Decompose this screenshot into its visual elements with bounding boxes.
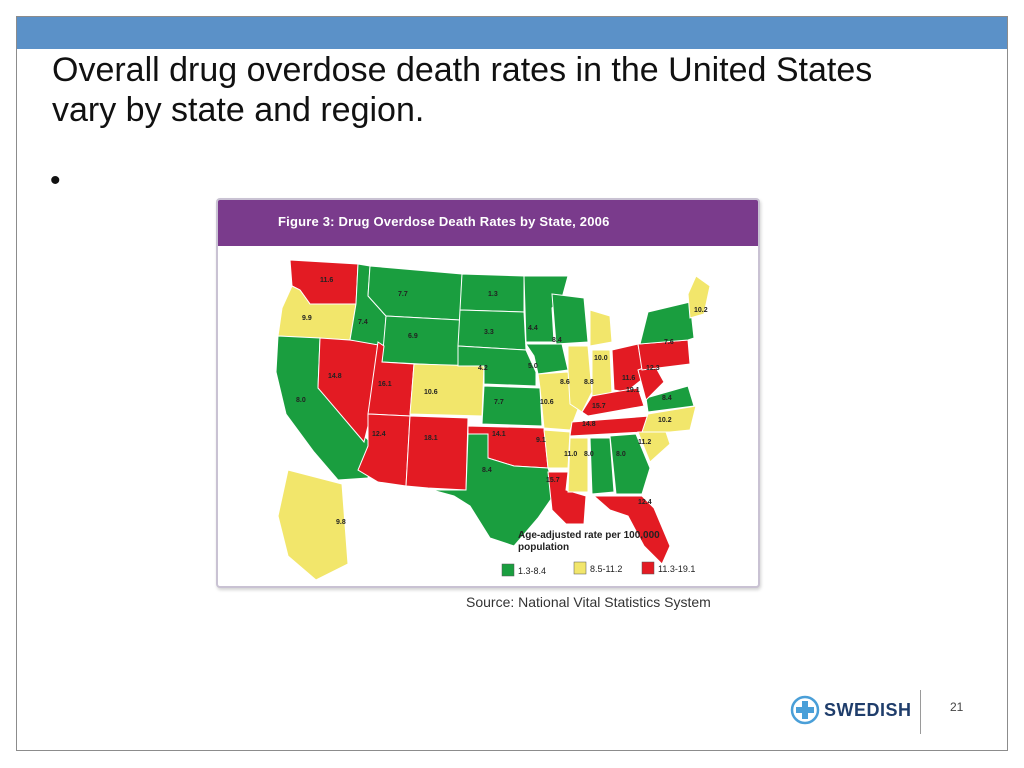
figure-title: Figure 3: Drug Overdose Death Rates by S… [278, 214, 610, 229]
state-NM [405, 415, 469, 491]
state-WY [381, 315, 461, 367]
state-label-MI: 10.0 [594, 355, 608, 362]
state-label-OK: 14.1 [492, 431, 506, 438]
state-NE [457, 345, 537, 387]
state-KS [481, 385, 543, 427]
legend-swatch-low [501, 563, 515, 577]
state-label-WY: 6.9 [408, 333, 418, 340]
figure-header: Figure 3: Drug Overdose Death Rates by S… [218, 200, 758, 246]
state-label-NY: 7.6 [664, 339, 674, 346]
footer-divider [920, 690, 921, 734]
state-label-MN: 4.4 [528, 325, 538, 332]
state-label-PA: 12.3 [646, 365, 660, 372]
figure-source: Source: National Vital Statistics System [466, 594, 711, 610]
swedish-logo: SWEDISH [790, 695, 912, 727]
state-label-SC: 11.2 [638, 439, 651, 446]
map-figure: Figure 3: Drug Overdose Death Rates by S… [216, 198, 760, 588]
state-label-GA: 8.0 [616, 451, 626, 458]
state-label-IN: 8.8 [584, 379, 594, 386]
logo-text: SWEDISH [824, 700, 912, 720]
state-label-NC: 10.2 [658, 417, 672, 424]
state-label-MO: 10.6 [540, 399, 554, 406]
state-label-FL: 12.4 [638, 499, 652, 506]
swedish-cross-icon [790, 695, 820, 725]
state-label-ME: 10.2 [694, 307, 708, 314]
state-AL [589, 437, 615, 495]
state-label-ND: 1.3 [488, 291, 498, 298]
state-label-WI: 8.4 [552, 337, 562, 344]
state-MN [523, 275, 569, 343]
state-label-IA: 5.0 [528, 363, 538, 370]
state-label-NE: 4.2 [478, 365, 488, 372]
state-TX [431, 433, 557, 547]
legend-title-line1: Age-adjusted rate per 100,000 [518, 530, 660, 541]
state-label-OH: 11.6 [622, 375, 635, 382]
state-label-SD: 3.3 [484, 329, 494, 336]
state-MS [567, 437, 589, 493]
state-AR [543, 429, 571, 469]
state-FL [592, 495, 671, 565]
state-NC [641, 405, 697, 433]
state-label-AL: 8.0 [584, 451, 594, 458]
state-LA [547, 471, 587, 525]
state-label-CO: 10.6 [424, 389, 438, 396]
state-CO [409, 363, 485, 417]
state-ME [687, 275, 711, 319]
state-label-IL: 8.6 [560, 379, 570, 386]
state-label-NV: 14.8 [328, 373, 342, 380]
state-label-MS: 11.0 [564, 451, 577, 458]
state-label-WA: 11.6 [320, 277, 333, 284]
slide-title: Overall drug overdose death rates in the… [52, 51, 873, 129]
page-number: 21 [950, 700, 964, 714]
state-label-TN: 14.8 [582, 421, 596, 428]
state-VA [645, 385, 695, 413]
us-map: 11.6 9.9 8.0 14.8 7.4 7.7 6.9 16.1 12.4 … [275, 259, 711, 581]
legend-label-mid: 8.5-11.2 [590, 564, 622, 574]
top-bar [17, 17, 1007, 49]
state-GA [609, 433, 651, 495]
legend-swatch-high [641, 561, 655, 575]
state-MI [589, 309, 613, 347]
state-label-CA: 8.0 [296, 397, 306, 404]
state-label-VA: 8.4 [662, 395, 672, 402]
state-label-LA: 15.7 [546, 477, 560, 484]
legend-title-line2: population [518, 542, 569, 553]
state-label-AK: 9.8 [336, 519, 346, 526]
state-WI [551, 293, 589, 345]
legend-label-high: 11.3-19.1 [658, 564, 695, 574]
bullet-point: • [50, 164, 61, 197]
state-label-AR: 9.1 [536, 437, 546, 444]
state-KY [581, 387, 645, 417]
state-MT [367, 265, 463, 321]
state-label-KY: 15.7 [592, 403, 606, 410]
state-NY [639, 301, 695, 345]
state-label-UT: 16.1 [378, 381, 392, 388]
state-label-TX: 8.4 [482, 467, 492, 474]
state-OH [611, 343, 645, 393]
state-label-MT: 7.7 [398, 291, 408, 298]
state-label-ID: 7.4 [358, 319, 368, 326]
legend-swatch-mid [573, 561, 587, 575]
state-label-KS: 7.7 [494, 399, 504, 406]
legend-label-low: 1.3-8.4 [518, 566, 546, 576]
state-label-OR: 9.9 [302, 315, 312, 322]
state-label-AZ: 12.4 [372, 431, 386, 438]
state-label-WV: 19.1 [626, 387, 640, 394]
state-AK [277, 469, 349, 581]
state-label-NM: 18.1 [424, 435, 438, 442]
